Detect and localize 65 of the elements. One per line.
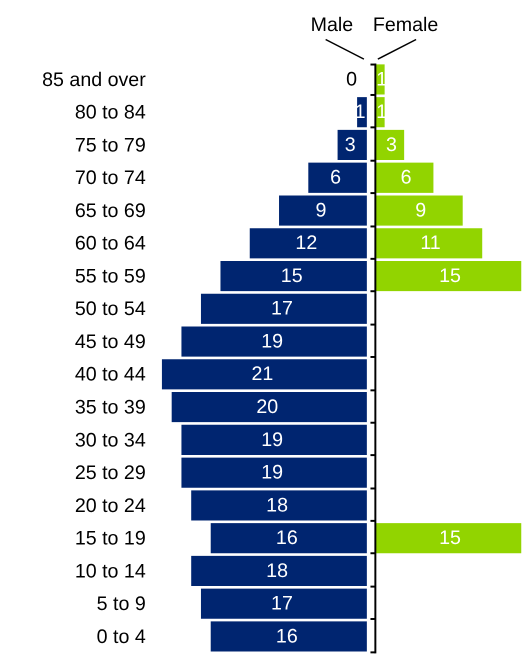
data-label: 15 (280, 264, 303, 287)
data-label: 18 (266, 494, 288, 516)
y-tick-label: 55 to 59 (74, 265, 146, 288)
y-tick-label: 75 to 79 (74, 134, 146, 156)
bar (172, 392, 367, 422)
bar (357, 97, 367, 128)
chart-title: Male (310, 14, 354, 36)
data-label: 16 (276, 527, 298, 550)
y-tick-label: 85 and over (42, 68, 146, 91)
bar (374, 195, 463, 226)
data-label: 15 (439, 264, 462, 287)
data-label: 3 (344, 134, 356, 156)
data-label: 0 (346, 68, 358, 90)
bar (181, 458, 367, 488)
chart-title: Female (372, 14, 438, 36)
bar (210, 621, 367, 652)
y-tick-label: 60 to 64 (74, 232, 146, 255)
bar (191, 490, 367, 520)
data-label: 21 (252, 363, 274, 386)
bar (308, 162, 367, 193)
y-tick-label: 45 to 49 (74, 330, 146, 353)
data-label: 3 (386, 134, 398, 156)
y-tick-label: 35 to 39 (74, 396, 146, 418)
y-tick-label: 5 to 9 (96, 593, 146, 616)
bar (181, 424, 367, 455)
data-label: 19 (261, 462, 284, 484)
bar (200, 294, 367, 324)
bar (210, 523, 367, 554)
data-label: 15 (439, 527, 462, 550)
data-label: 19 (261, 330, 284, 352)
y-tick-label: 0 to 4 (96, 626, 146, 648)
data-label: 17 (271, 592, 293, 615)
data-label: 19 (261, 428, 284, 451)
y-tick-label: 80 to 84 (74, 102, 146, 124)
data-label: 16 (276, 625, 298, 648)
bar (374, 523, 522, 554)
bar (338, 130, 367, 160)
y-tick-label: 15 to 19 (74, 528, 146, 550)
y-tick-label: 10 to 14 (74, 560, 146, 582)
bar (374, 260, 522, 292)
y-tick-label: 50 to 54 (74, 298, 146, 320)
bar (374, 162, 434, 193)
y-tick-label: 25 to 29 (74, 462, 146, 484)
data-label: 9 (316, 199, 326, 222)
data-label: 11 (420, 232, 441, 254)
bar (374, 228, 482, 258)
bar (191, 556, 367, 586)
y-tick-label: 70 to 74 (74, 167, 146, 190)
bar (279, 195, 367, 226)
data-label: 9 (415, 199, 426, 222)
bar (200, 588, 367, 619)
data-label: 6 (330, 166, 342, 189)
y-tick-label: 65 to 69 (74, 200, 146, 222)
data-label: 17 (271, 298, 293, 320)
y-tick-label: 40 to 44 (74, 364, 146, 386)
data-label: 6 (400, 166, 412, 189)
bar (162, 359, 367, 390)
y-tick-label: 30 to 34 (74, 429, 146, 452)
bar (220, 260, 367, 292)
data-label: 12 (295, 232, 318, 254)
y-tick-label: 20 to 24 (74, 494, 146, 517)
data-label: 20 (256, 396, 278, 418)
bar (181, 326, 367, 357)
data-label: 18 (266, 560, 288, 582)
bar (250, 228, 367, 258)
